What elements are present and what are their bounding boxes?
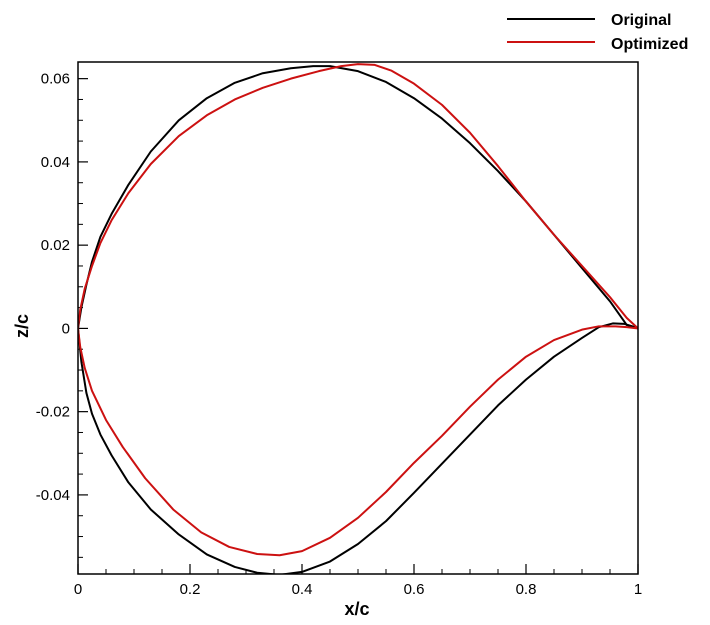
y-axis-title: z/c [12,314,32,338]
x-tick-label: 0.6 [404,581,425,598]
y-tick-label: 0.02 [41,237,70,254]
tick-labels: 0 0.2 0.4 0.6 0.8 1 -0.04 -0.02 0 0.02 0.04 0.06 [36,71,642,598]
minor-ticks [78,98,611,574]
x-tick-label: 1 [634,581,642,598]
x-tick-label: 0.4 [292,581,313,598]
x-tick-label: 0.8 [516,581,537,598]
x-axis-title: x/c [344,599,369,619]
series-layer [78,63,638,574]
y-tick-label: 0 [62,320,70,337]
legend-label-optimized: Optimized [611,36,688,53]
x-tick-label: 0.2 [180,581,201,598]
legend: Original Optimized [507,12,688,53]
y-tick-label: 0.04 [41,154,70,171]
series-line-optimized [78,63,638,557]
y-tick-label: -0.04 [36,487,70,504]
x-tick-label: 0 [74,581,82,598]
series-line-original [78,65,638,574]
legend-label-original: Original [611,12,671,29]
plot-frame [77,61,639,575]
y-tick-label: 0.06 [41,71,70,88]
y-tick-label: -0.02 [36,404,70,421]
